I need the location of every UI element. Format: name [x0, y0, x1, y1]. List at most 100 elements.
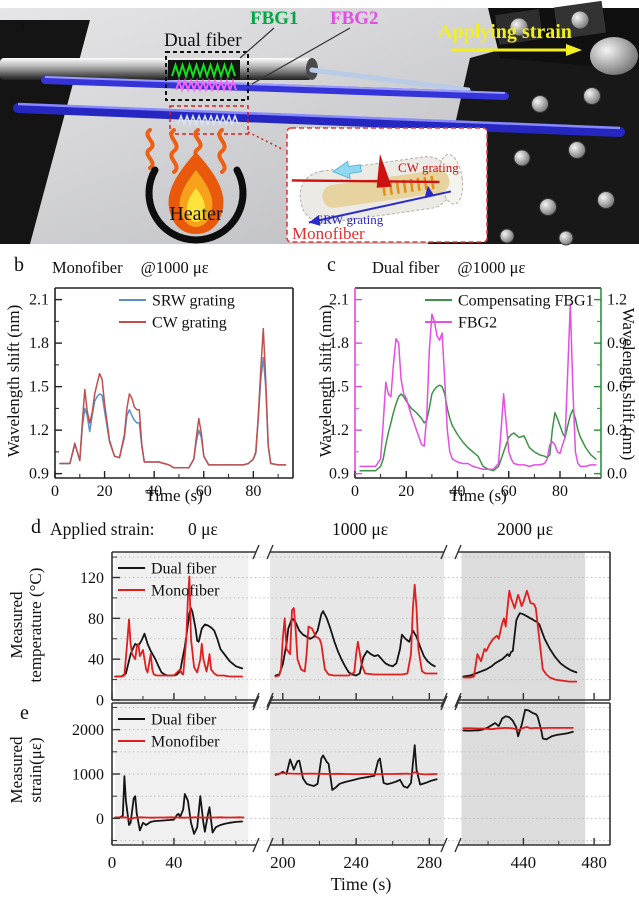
panel-b-condition: @1000 με — [140, 258, 209, 277]
bolt — [568, 141, 586, 159]
tick-label: 240 — [343, 853, 369, 872]
tick-label: 2.1 — [329, 292, 349, 309]
panel-b-ylabel: Wavelength shift (nm) — [4, 304, 23, 458]
panel-c-ylabel-right: Wavelength shift (nm) — [619, 307, 638, 461]
tick-label: 20 — [97, 483, 113, 500]
tick-label: 0 — [351, 483, 359, 500]
heat-wave-icon — [145, 128, 155, 170]
tick-label: Dual fiber — [151, 712, 217, 729]
tick-label: 1.2 — [29, 422, 49, 439]
bolt — [583, 87, 601, 105]
fbg2-grating — [175, 78, 237, 93]
heat-wave-icon — [169, 128, 179, 174]
heater-arc — [145, 166, 247, 244]
applied-strain-header: Applied strain: — [50, 519, 155, 539]
roller-bolt — [570, 10, 590, 30]
tick-label: SRW grating — [152, 293, 235, 310]
tick-label: 80 — [245, 483, 261, 500]
tick-label: 440 — [511, 853, 537, 872]
panel-c-condition: @1000 με — [457, 258, 526, 277]
monofiber-inset: CW grating SRW grating Monofiber — [286, 127, 488, 243]
tick-label: 0.9 — [607, 335, 627, 352]
tick-label: 480 — [581, 853, 607, 872]
tick-label: 0 — [96, 693, 104, 710]
series-Dual fiber — [274, 610, 436, 677]
panel-b-xlabel: Time (s) — [145, 486, 203, 505]
tick-label: 20 — [398, 483, 414, 500]
applying-strain-label: Applying strain — [438, 21, 572, 43]
tick-label: 200 — [270, 853, 296, 872]
srw-grating-label: SRW grating — [316, 212, 384, 227]
strain-stage-hardware — [495, 0, 638, 246]
series-Dual fiber — [274, 744, 438, 791]
core-grating — [381, 175, 435, 196]
series-Monofiber — [462, 726, 574, 732]
series-Monofiber — [114, 816, 245, 821]
series-Monofiber — [274, 771, 438, 776]
tick-label: 120 — [80, 570, 104, 587]
chart-c-dual-fiber: 0 20 40 60 80 0.9 1.2 1.5 1.8 2.1 0.0 0.3 0.6 0.9 1.2 C… — [329, 287, 627, 500]
tick-label: 1.8 — [29, 335, 49, 352]
bare-fiber — [309, 67, 471, 93]
dual-fiber-dashed-box — [165, 51, 249, 101]
series-Compensating FBG1 — [359, 384, 597, 472]
tick-label: 280 — [417, 853, 443, 872]
tick-label: 40 — [146, 483, 162, 500]
tick-label: 1000 — [72, 767, 104, 784]
series-Dual fiber — [114, 775, 244, 835]
fbg2-leader-line — [251, 27, 351, 85]
section-0-header: 0 με — [188, 519, 218, 539]
tick-label: 60 — [196, 483, 212, 500]
tick-label: 40 — [450, 483, 466, 500]
tick-label: 40 — [88, 652, 104, 669]
monofiber-dashed-box — [169, 105, 249, 135]
strain-arrow-head — [566, 44, 582, 56]
heater-group — [145, 128, 247, 244]
cw-grating-label: CW grating — [398, 160, 459, 175]
bolt — [513, 149, 531, 167]
tick-label: 2000 — [72, 722, 104, 739]
panel-c-title-text: Dual fiber — [372, 258, 440, 277]
panel-c-letter: c — [327, 254, 336, 276]
cw-reflection-peak — [376, 153, 392, 188]
dual-fiber-label: Dual fiber — [164, 30, 242, 51]
tick-label: 0 — [108, 853, 117, 872]
dual-fiber-line — [41, 76, 509, 100]
bolt — [499, 228, 515, 244]
panel-b-letter: b — [14, 254, 24, 276]
tick-label: FBG2 — [458, 315, 497, 332]
fbg2-label: FBG2 — [330, 8, 379, 29]
fbg1-label: FBG1 — [250, 8, 299, 29]
tick-label: 80 — [88, 611, 104, 628]
heater-label: Heater — [169, 203, 223, 225]
inset-connector — [247, 131, 285, 151]
tick-label: 0.3 — [607, 422, 627, 439]
tick-label: 40 — [165, 853, 182, 872]
chart-b-monofiber: 0 20 40 60 80 0.9 1.2 1.5 1.8 2.1 SRW grating CW gr… — [29, 287, 294, 500]
tick-label: Dual fiber — [151, 561, 217, 578]
tick-label: 0.9 — [329, 466, 349, 483]
section-2000-header: 2000 με — [496, 519, 554, 539]
panel-a-letter: a — [16, 13, 26, 37]
strain-shade-region — [270, 552, 444, 845]
tick-label: 80 — [552, 483, 568, 500]
tick-label: 1.2 — [329, 422, 349, 439]
tick-label: 0.6 — [607, 379, 627, 396]
bolt — [531, 95, 549, 113]
tick-label: CW grating — [152, 315, 227, 332]
tick-label: 0 — [96, 811, 104, 828]
cw-beam — [291, 179, 440, 184]
srw-arrow — [331, 160, 362, 180]
fbg1-grating — [171, 61, 236, 80]
series-CW grating — [59, 327, 287, 469]
series-Dual fiber — [462, 612, 578, 678]
tick-label: 1.5 — [329, 379, 349, 396]
panel-e-ylabel-line1: Measured — [7, 736, 26, 804]
panel-c-ylabel-left: Wavelength shift (nm) — [316, 304, 335, 458]
tick-label: 1.2 — [607, 292, 627, 309]
tick-label: 0 — [51, 483, 59, 500]
chart-de-broken-axis: 0 40 80 120 Dual fiber Monofiber 0 1000 2000 0 40 2… — [72, 544, 611, 872]
tick-label: 0.0 — [607, 466, 627, 483]
panel-c-title: Dual fiber @1000 με — [372, 258, 525, 278]
